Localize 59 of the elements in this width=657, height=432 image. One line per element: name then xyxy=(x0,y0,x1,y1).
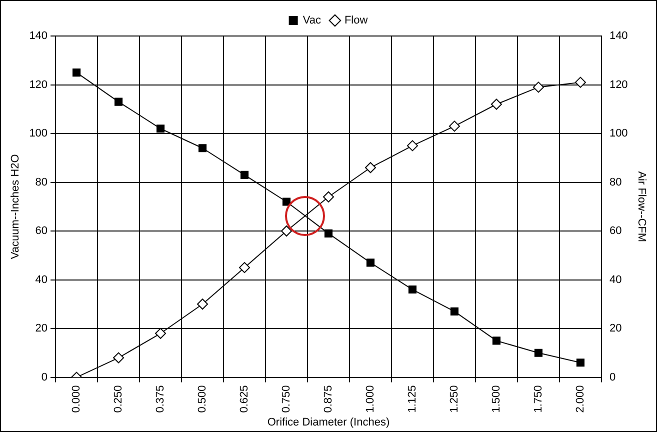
point xyxy=(197,298,208,310)
x-tick-label: 2.000 xyxy=(574,385,586,413)
point xyxy=(323,191,334,202)
point xyxy=(72,68,81,77)
y2-tick-label: 20 xyxy=(609,322,622,335)
y2-tick-label: 140 xyxy=(609,30,628,42)
x-tick-label: 1.000 xyxy=(364,385,377,413)
x-tick-label: 0.625 xyxy=(238,385,251,413)
point xyxy=(364,162,376,174)
y2-tick-label: 60 xyxy=(609,225,622,238)
point xyxy=(448,120,460,132)
x-tick-label: 1.750 xyxy=(532,385,544,413)
point xyxy=(450,307,459,316)
y2-tick-label: 120 xyxy=(609,78,628,91)
point xyxy=(282,198,291,206)
point xyxy=(156,124,165,133)
point xyxy=(281,226,292,237)
y-tick-label: 20 xyxy=(35,322,48,335)
y2-tick-label: 100 xyxy=(609,128,628,140)
point xyxy=(113,352,124,364)
y2-axis-title: Air Flow--CFM xyxy=(635,171,648,242)
point xyxy=(532,82,544,93)
y2-tick-label: 80 xyxy=(609,176,622,188)
x-tick-label: 1.500 xyxy=(490,385,502,413)
x-tick-label: 0.375 xyxy=(154,385,167,413)
y-tick-label: 0 xyxy=(41,371,48,384)
point xyxy=(155,328,166,339)
x-tick-label: 0.500 xyxy=(196,385,209,413)
x-tick-label: 1.125 xyxy=(406,385,419,413)
x-tick-label: 0.875 xyxy=(322,385,335,413)
y2-tick-label: 40 xyxy=(609,274,622,286)
x-tick-label: 0.000 xyxy=(70,385,83,413)
point xyxy=(492,336,501,345)
y-tick-label: 120 xyxy=(29,78,48,91)
point xyxy=(239,262,250,274)
point xyxy=(408,285,417,294)
point xyxy=(366,258,375,267)
point xyxy=(324,229,333,238)
point xyxy=(198,144,207,152)
y-tick-label: 100 xyxy=(29,128,48,140)
x-tick-label: 0.750 xyxy=(280,385,293,413)
x-axis-title: Orifice Diameter (Inches) xyxy=(267,416,390,428)
legend-label: Vac xyxy=(302,14,322,27)
point xyxy=(490,98,502,110)
y2-tick-label: 0 xyxy=(609,371,616,384)
point xyxy=(114,98,123,106)
point xyxy=(534,348,542,357)
point xyxy=(574,76,586,88)
legend-label: Flow xyxy=(344,14,368,27)
point xyxy=(240,170,249,179)
y-tick-label: 40 xyxy=(35,274,48,286)
y-tick-label: 140 xyxy=(29,30,48,42)
x-tick-label: 1.250 xyxy=(448,385,461,413)
y-axis-title: Vacuum--Inches H2O xyxy=(10,154,22,260)
point xyxy=(406,140,418,152)
x-tick-label: 0.250 xyxy=(112,385,125,413)
point xyxy=(576,358,584,367)
y-tick-label: 60 xyxy=(35,225,48,238)
y-tick-label: 80 xyxy=(35,176,48,188)
